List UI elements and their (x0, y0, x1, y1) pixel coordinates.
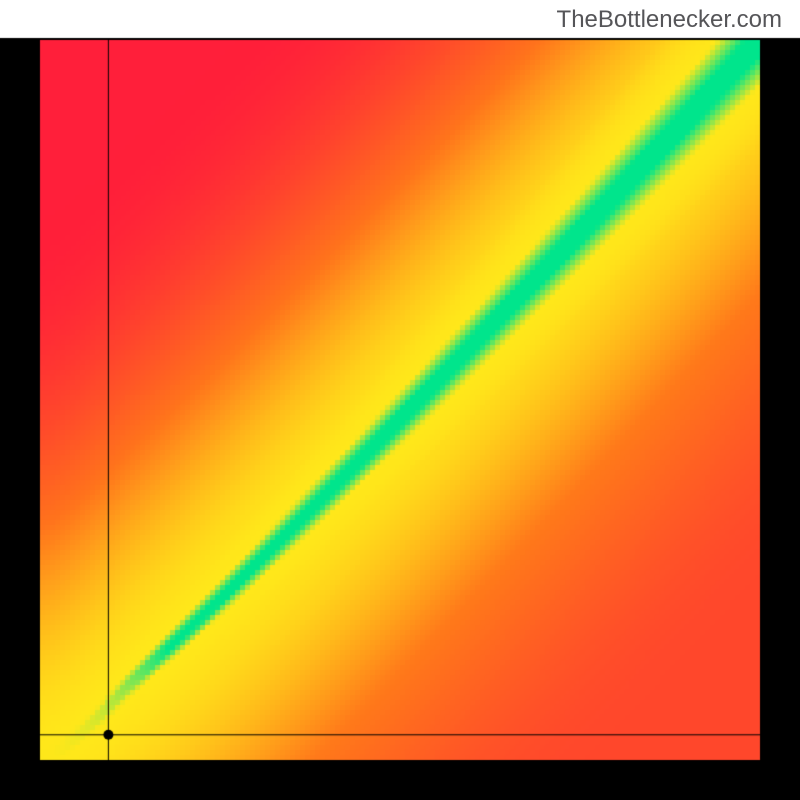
watermark-text: TheBottlenecker.com (557, 6, 782, 34)
chart-container: TheBottlenecker.com (0, 0, 800, 800)
heatmap-canvas (0, 0, 800, 800)
